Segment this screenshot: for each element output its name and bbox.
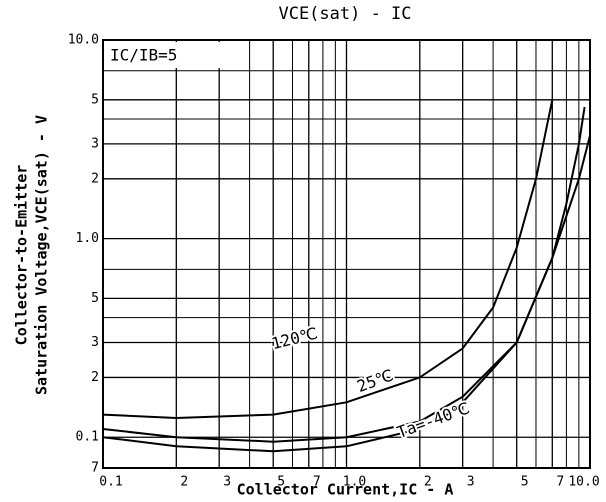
y-tick-label: 5 — [91, 291, 99, 306]
y-axis-label: Collector-to-Emitter — [13, 165, 31, 346]
y-tick-label: 10.0 — [68, 33, 99, 48]
x-tick-label: 0.1 — [99, 475, 122, 490]
series-label: Ta=-40℃ — [394, 398, 472, 442]
x-tick-label: 3 — [467, 475, 475, 490]
x-tick-label: 7 — [313, 475, 321, 490]
x-tick-label: 2 — [424, 475, 432, 490]
y-tick-label: 7 — [91, 461, 99, 476]
x-tick-label: 2 — [180, 475, 188, 490]
y-tick-label: 2 — [91, 171, 99, 186]
annotation-box — [106, 42, 224, 68]
x-tick-label: 7 — [556, 475, 564, 490]
y-axis-label: Saturation Voltage,VCE(sat) - V — [33, 115, 51, 395]
y-tick-label: 3 — [91, 335, 99, 350]
x-axis-label: Collector Current,IC - A — [237, 481, 454, 499]
line — [102, 135, 591, 453]
x-tick-label: 10.0 — [568, 475, 599, 490]
series-label: 25℃ — [354, 365, 395, 396]
series-label: 120℃ — [269, 323, 319, 353]
line — [102, 106, 586, 443]
y-tick-label: 2 — [91, 370, 99, 385]
y-tick-label: 1.0 — [76, 231, 99, 246]
x-tick-label: 5 — [277, 475, 285, 490]
x-tick-label: 3 — [223, 475, 231, 490]
x-tick-label: 1.0 — [343, 475, 366, 490]
y-tick-label: 3 — [91, 136, 99, 151]
x-tick-label: 5 — [521, 475, 529, 490]
line — [102, 99, 554, 420]
chart-title: VCE(sat) - IC — [278, 4, 411, 24]
y-tick-label: 0.1 — [76, 430, 99, 445]
y-tick-label: 5 — [91, 92, 99, 107]
annotation: IC/IB=5 — [110, 46, 177, 65]
